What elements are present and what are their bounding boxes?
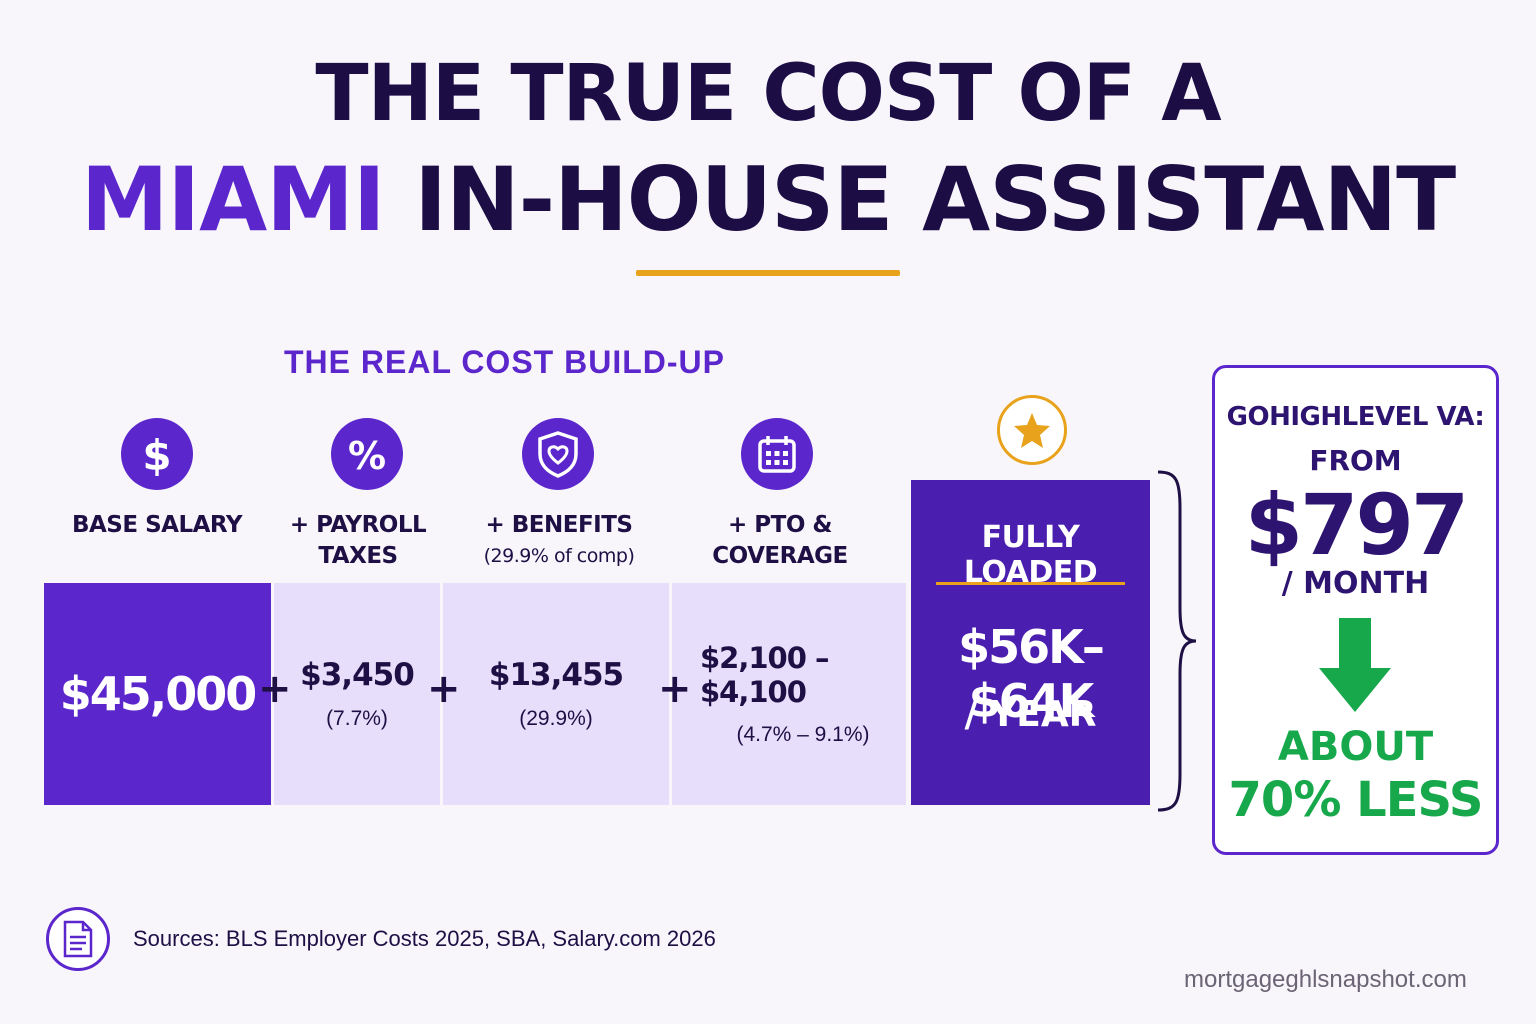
payroll-taxes-amount: $3,450 [300, 657, 415, 693]
label-benefits-sub: (29.9% of comp) [483, 545, 635, 567]
benefits-amount: $13,455 [488, 657, 624, 693]
svg-text:%: % [348, 434, 386, 476]
fully-loaded-value: $56K–$64K [958, 620, 1105, 728]
pto-coverage-pct: (4.7% – 9.1%) [736, 723, 870, 746]
title-underline [636, 270, 900, 276]
star-icon [997, 395, 1067, 465]
plus-sign: + [258, 666, 292, 712]
sources-text: Sources: BLS Employer Costs 2025, SBA, S… [133, 926, 716, 951]
title-line-2: MIAMI IN-HOUSE ASSISTANT [0, 145, 1536, 255]
percent-icon: % [331, 418, 403, 490]
pto-coverage-amount: $2,100 – $4,100 [700, 641, 830, 709]
fully-loaded-period: / YEAR [964, 694, 1097, 735]
document-icon [46, 907, 110, 971]
calendar-icon [741, 418, 813, 490]
plus-sign: + [427, 666, 461, 712]
curly-brace-icon [1157, 470, 1197, 812]
va-price: $797 [1244, 476, 1470, 574]
payroll-taxes-box: $3,450 (7.7%) [274, 583, 440, 805]
title-line-1: THE TRUE COST OF A [315, 49, 1221, 139]
fully-loaded-label: FULLY LOADED [963, 520, 1098, 590]
base-salary-box: $45,000 [44, 583, 271, 805]
pto-coverage-box: $2,100 – $4,100 (4.7% – 9.1%) [672, 583, 906, 805]
va-from: FROM [1309, 444, 1402, 477]
svg-text:$: $ [142, 431, 171, 478]
dollar-icon: $ [121, 418, 193, 490]
va-title: GOHIGHLEVEL VA: [1226, 402, 1485, 432]
shield-heart-icon [522, 418, 594, 490]
plus-sign: + [658, 666, 692, 712]
section-title: THE REAL COST BUILD-UP [284, 344, 725, 380]
label-benefits-title: + BENEFITS [485, 512, 633, 538]
va-comparison-card: GOHIGHLEVEL VA: FROM $797 / MONTH ABOUT … [1212, 365, 1499, 855]
fully-loaded-box: FULLY LOADED $56K–$64K / YEAR [911, 480, 1150, 805]
website-url: mortgageghlsnapshot.com [1184, 966, 1467, 993]
label-benefits: + BENEFITS (29.9% of comp) [446, 510, 672, 572]
benefits-box: $13,455 (29.9%) [443, 583, 669, 805]
va-about: ABOUT [1277, 724, 1434, 770]
label-pto-coverage: + PTO & COVERAGE [712, 512, 848, 569]
base-salary-amount: $45,000 [59, 667, 258, 721]
va-savings: 70% LESS [1228, 772, 1484, 828]
fully-loaded-divider [936, 582, 1125, 585]
benefits-pct: (29.9%) [519, 707, 593, 730]
arrow-down-icon [1319, 618, 1391, 712]
title-highlight-city: MIAMI [80, 148, 386, 251]
label-payroll-taxes: + PAYROLL TAXES [289, 512, 427, 569]
label-base-salary: BASE SALARY [71, 512, 243, 538]
va-period: / MONTH [1281, 566, 1430, 601]
title-line-2-rest: IN-HOUSE ASSISTANT [384, 148, 1456, 251]
payroll-taxes-pct: (7.7%) [326, 707, 388, 730]
